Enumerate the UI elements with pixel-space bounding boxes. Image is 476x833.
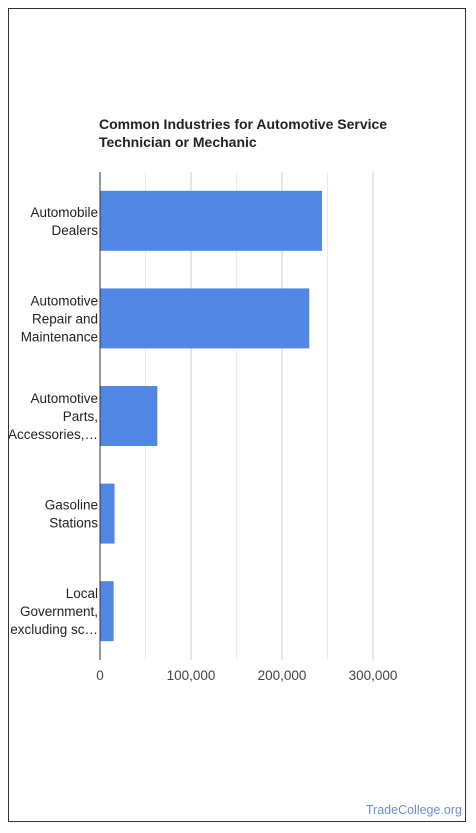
category-label-2-2: Accessories,… (8, 427, 98, 442)
category-label-2-0: Automotive (30, 391, 98, 406)
tick-label-1: 100,000 (167, 668, 216, 683)
category-label-0-0: Automobile (30, 205, 98, 220)
watermark[interactable]: TradeCollege.org (365, 803, 462, 817)
chart-title-line-1: Common Industries for Automotive Service (99, 116, 388, 132)
category-label-1-2: Maintenance (21, 329, 98, 344)
category-label-2-1: Parts, (63, 409, 98, 424)
bar-0 (100, 190, 323, 251)
chart-title: Common Industries for Automotive Service… (99, 115, 419, 151)
category-label-1-1: Repair and (32, 311, 98, 326)
category-label-0-1: Dealers (51, 223, 98, 238)
tick-label-0: 0 (96, 668, 104, 683)
category-label-4-1: Government, (20, 604, 98, 619)
bar-3 (100, 483, 115, 544)
tick-label-3: 300,000 (349, 668, 398, 683)
chart-title-line-2: Technician or Mechanic (99, 134, 257, 150)
category-label-3-0: Gasoline (45, 498, 98, 513)
tick-label-2: 200,000 (258, 668, 307, 683)
bar-2 (100, 386, 158, 446)
bar-1 (100, 288, 310, 349)
category-label-4-2: excluding sc… (10, 622, 98, 637)
category-label-4-0: Local (66, 586, 98, 601)
category-label-3-1: Stations (49, 516, 98, 531)
bar-4 (100, 581, 114, 642)
category-label-1-0: Automotive (30, 293, 98, 308)
